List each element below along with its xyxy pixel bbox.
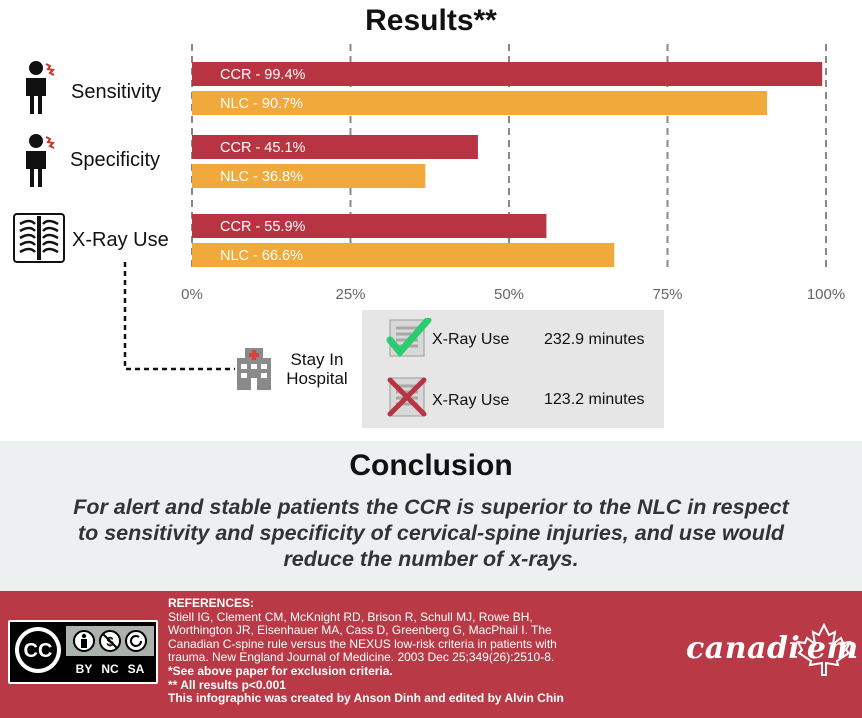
ref-line-1: Stiell IG, Clement CM, McKnight RD, Bris… [168, 609, 533, 624]
references-block: REFERENCES: Stiell IG, Clement CM, McKni… [168, 596, 688, 706]
cc-license-badge[interactable]: CC $ BY NC SA [8, 620, 158, 684]
stay-label-line2: Hospital [286, 369, 348, 388]
bar-ccr [192, 214, 547, 238]
row-label-sensitivity: Sensitivity [71, 81, 162, 103]
row-label-xray-use: X-Ray Use [72, 229, 169, 251]
cc-text: CC [24, 640, 53, 662]
conclusion-title: Conclusion [349, 449, 513, 482]
exclusion-note: *See above paper for exclusion criteria. [168, 663, 393, 678]
results-bar-chart: 0% 25% 50% 75% 100% CCR - 99.4% NLC - 90.7% CCR… [181, 44, 845, 303]
conclusion-section: Conclusion For alert and stable patients… [0, 441, 862, 591]
bar-nlc [192, 91, 768, 115]
ref-line-2: Worthington JR, Eisenhauer MA, Cass D, G… [168, 623, 552, 638]
x-tick-label: 25% [335, 286, 365, 303]
stay-row-value-with-xray: 232.9 minutes [544, 331, 645, 348]
connector-line [123, 262, 235, 371]
ref-line-4: trauma. New England Journal of Medicine.… [168, 650, 555, 665]
xray-cross-icon [387, 377, 427, 417]
bar-label: NLC - 36.8% [220, 169, 303, 185]
neck-pain-person-icon [26, 61, 56, 114]
bar-nlc [192, 164, 426, 188]
footer: CC $ BY NC SA REFERENCES: Stiell IG, Cle… [0, 591, 862, 718]
refs-heading: REFERENCES: [168, 596, 255, 610]
canadiem-logo: canadi em [686, 631, 859, 666]
license-sa: SA [128, 662, 145, 676]
conclusion-text: For alert and stable patients the CCR is… [10, 494, 852, 572]
bar-label: CCR - 55.9% [220, 219, 306, 235]
ref-line-3: Canadian C-spine rule versus the NEXUS l… [168, 636, 557, 651]
bar-nlc [192, 243, 615, 267]
bar-label: NLC - 90.7% [220, 96, 303, 112]
pvalue-note: ** All results p<0.001 [168, 677, 286, 692]
bar-label: CCR - 99.4% [220, 67, 306, 83]
maple-leaf-icon [796, 622, 852, 676]
bar-label: CCR - 45.1% [220, 140, 306, 156]
bar-label: NLC - 66.6% [220, 248, 303, 264]
conclusion-line-3: reduce the number of x-rays. [283, 547, 579, 571]
license-by: BY [76, 662, 93, 676]
stay-label-line1: Stay In [290, 350, 344, 369]
xray-checkmark-icon [386, 318, 432, 358]
stay-row-label-without-xray: X-Ray Use [432, 392, 510, 409]
stay-row-label-with-xray: X-Ray Use [432, 331, 510, 348]
conclusion-line-2: to sensitivity and specificity of cervic… [77, 521, 785, 545]
x-tick-label: 50% [494, 286, 524, 303]
neck-pain-person-icon [26, 134, 56, 187]
license-nc: NC [101, 662, 119, 676]
row-label-specificity: Specificity [70, 149, 161, 171]
x-tick-label: 75% [652, 286, 682, 303]
stay-row-value-without-xray: 123.2 minutes [544, 391, 645, 408]
results-title: Results** [365, 4, 497, 37]
chest-xray-icon [13, 213, 65, 263]
bar-ccr [192, 135, 478, 159]
stay-in-hospital-label: Stay In Hospital [276, 350, 358, 388]
hospital-icon [237, 348, 271, 390]
conclusion-line-1: For alert and stable patients the CCR is… [73, 495, 789, 519]
credits-note: This infographic was created by Anson Di… [168, 691, 564, 706]
bar-ccr [192, 62, 823, 86]
x-tick-label: 0% [181, 286, 203, 303]
x-tick-label: 100% [807, 286, 845, 303]
